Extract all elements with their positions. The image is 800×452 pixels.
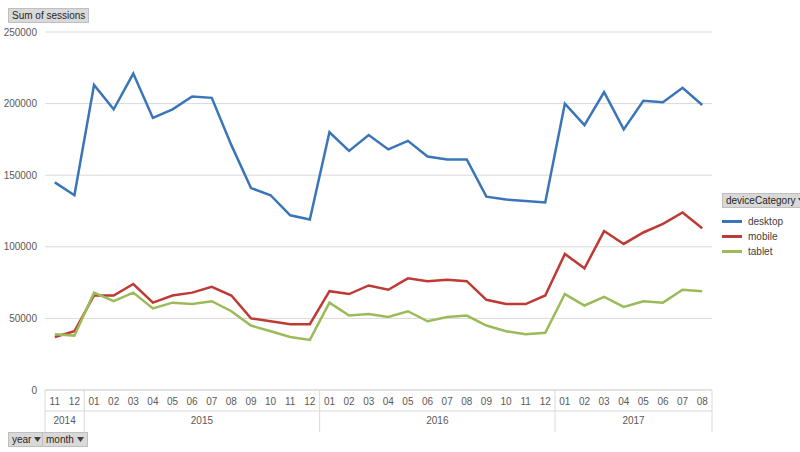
html-text:tablet: tablet	[748, 246, 773, 257]
html-text:Sum of sessions: Sum of sessions	[12, 10, 86, 21]
svg-text:07: 07	[677, 396, 689, 407]
svg-text:11: 11	[520, 396, 531, 407]
svg-text:2014: 2014	[53, 415, 76, 426]
html-text:deviceCategory: deviceCategory	[726, 195, 796, 206]
svg-text:2017: 2017	[622, 415, 645, 426]
svg-text:01: 01	[559, 396, 571, 407]
svg-text:2016: 2016	[426, 415, 449, 426]
svg-text:07: 07	[442, 396, 454, 407]
svg-text:03: 03	[128, 396, 140, 407]
svg-text:12: 12	[69, 396, 81, 407]
html-text:month: month	[46, 434, 74, 445]
svg-text:07: 07	[206, 396, 218, 407]
svg-text:0: 0	[31, 385, 37, 396]
svg-text:12: 12	[540, 396, 552, 407]
svg-text:06: 06	[657, 396, 669, 407]
svg-text:04: 04	[147, 396, 159, 407]
html-text:mobile: mobile	[748, 231, 778, 242]
svg-text:02: 02	[344, 396, 356, 407]
svg-text:09: 09	[481, 396, 493, 407]
svg-text:06: 06	[187, 396, 199, 407]
svg-text:04: 04	[383, 396, 395, 407]
svg-text:09: 09	[245, 396, 257, 407]
svg-text:200000: 200000	[8, 98, 37, 109]
svg-text:01: 01	[88, 396, 100, 407]
svg-text:08: 08	[697, 396, 709, 407]
svg-text:50000: 50000	[9, 313, 37, 324]
svg-text:01: 01	[324, 396, 336, 407]
svg-text:02: 02	[108, 396, 120, 407]
svg-text:08: 08	[226, 396, 238, 407]
svg-text:11: 11	[50, 396, 61, 407]
svg-text:10: 10	[500, 396, 512, 407]
svg-text:06: 06	[422, 396, 434, 407]
svg-text:05: 05	[167, 396, 179, 407]
svg-text:08: 08	[461, 396, 473, 407]
svg-text:05: 05	[638, 396, 650, 407]
svg-text:100000: 100000	[8, 241, 37, 252]
svg-text:03: 03	[599, 396, 611, 407]
html-text:desktop: desktop	[748, 216, 783, 227]
svg-text:10: 10	[265, 396, 277, 407]
svg-text:11: 11	[285, 396, 296, 407]
svg-text:04: 04	[618, 396, 630, 407]
svg-text:12: 12	[304, 396, 316, 407]
html-text:year: year	[12, 434, 32, 445]
svg-text:02: 02	[579, 396, 591, 407]
svg-text:150000: 150000	[8, 170, 37, 181]
svg-text:250000: 250000	[8, 27, 37, 38]
svg-text:05: 05	[402, 396, 414, 407]
svg-text:2015: 2015	[191, 415, 214, 426]
svg-text:03: 03	[363, 396, 375, 407]
